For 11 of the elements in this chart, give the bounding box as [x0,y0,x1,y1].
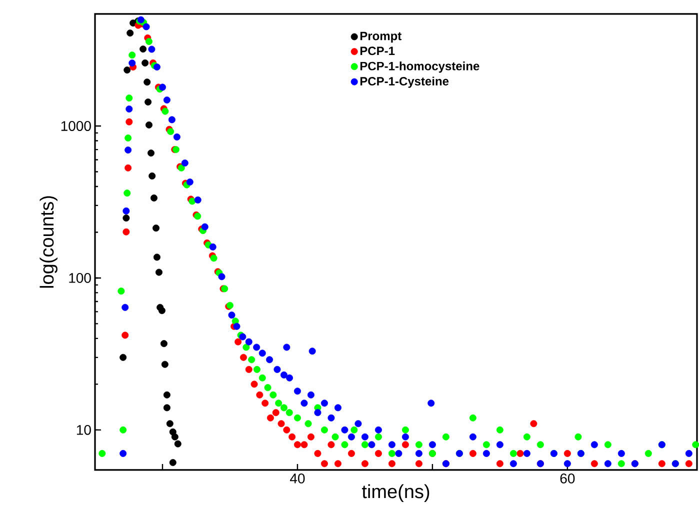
legend-label: PCP-1 [360,46,395,56]
x-tick-label: 60 [560,474,575,484]
y-tick-label: 10 [76,424,91,435]
legend-label: PCP-1-Cysteine [360,76,449,88]
y-tick-label: 1000 [61,121,91,131]
x-tick-label: 40 [290,474,305,484]
legend-label: Prompt [360,32,402,43]
legend-label: PCP-1-homocysteine [360,62,480,73]
y-axis-title: log(counts) [40,196,58,288]
y-tick-label: 100 [69,273,91,283]
x-axis-title: time(ns) [362,484,430,502]
